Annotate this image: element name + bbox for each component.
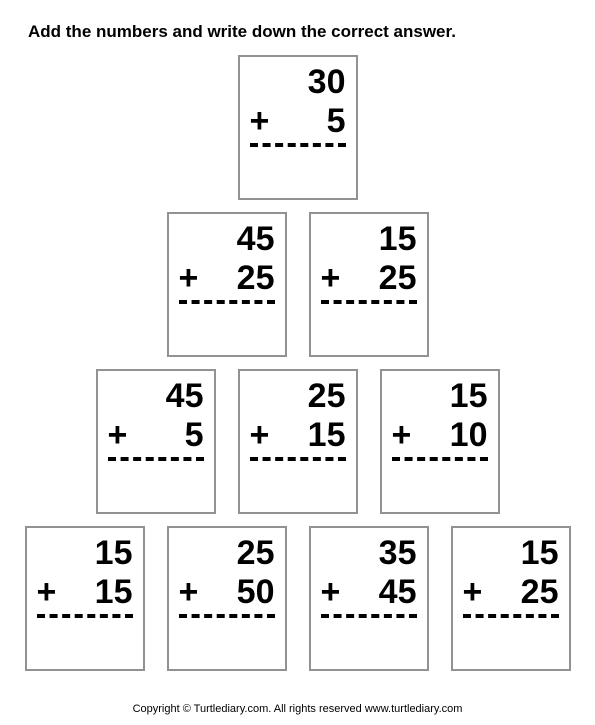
addition-problem: 15+10 [380,369,500,514]
addend-top: 15 [392,377,488,416]
addend-bottom: 15 [269,416,345,455]
addition-problem: 15+25 [451,526,571,671]
addend-bottom-line: +25 [179,259,275,298]
addend-bottom: 5 [127,416,203,455]
answer-line [179,614,275,618]
footer-copyright: Copyright © Turtlediary.com. All rights … [0,703,595,715]
addend-top: 45 [179,220,275,259]
pyramid-row: 45+2515+25 [0,212,595,357]
addition-problem: 25+50 [167,526,287,671]
addend-bottom: 50 [198,573,274,612]
addend-bottom: 25 [482,573,558,612]
operator: + [463,573,483,612]
answer-line [463,614,559,618]
operator: + [321,259,341,298]
operator: + [392,416,412,455]
addend-top: 25 [179,534,275,573]
operator: + [37,573,57,612]
answer-line [108,457,204,461]
addend-bottom: 5 [269,102,345,141]
addend-top: 15 [463,534,559,573]
addend-bottom-line: +25 [463,573,559,612]
addition-problem: 15+15 [25,526,145,671]
answer-line [37,614,133,618]
operator: + [321,573,341,612]
answer-line [321,300,417,304]
addend-bottom-line: +15 [37,573,133,612]
pyramid-row: 30+5 [0,55,595,200]
pyramid-row: 45+525+1515+10 [0,369,595,514]
answer-line [250,457,346,461]
addition-problem: 30+5 [238,55,358,200]
addend-bottom: 10 [411,416,487,455]
addend-bottom-line: +10 [392,416,488,455]
addend-bottom-line: +45 [321,573,417,612]
addition-problem: 45+25 [167,212,287,357]
answer-line [250,143,346,147]
answer-line [179,300,275,304]
addend-bottom-line: +25 [321,259,417,298]
addend-bottom-line: +5 [250,102,346,141]
addition-problem: 15+25 [309,212,429,357]
instruction-text: Add the numbers and write down the corre… [28,22,456,42]
addend-top: 35 [321,534,417,573]
addition-problem: 45+5 [96,369,216,514]
operator: + [250,102,270,141]
operator: + [250,416,270,455]
answer-line [321,614,417,618]
addend-top: 45 [108,377,204,416]
operator: + [179,573,199,612]
addend-bottom-line: +50 [179,573,275,612]
addend-bottom: 25 [340,259,416,298]
addend-bottom: 45 [340,573,416,612]
addend-top: 15 [321,220,417,259]
addend-bottom: 25 [198,259,274,298]
operator: + [179,259,199,298]
addend-top: 30 [250,63,346,102]
addend-top: 15 [37,534,133,573]
addend-bottom-line: +5 [108,416,204,455]
addition-problem: 25+15 [238,369,358,514]
addition-problem: 35+45 [309,526,429,671]
addend-bottom-line: +15 [250,416,346,455]
pyramid-row: 15+1525+5035+4515+25 [0,526,595,671]
addend-top: 25 [250,377,346,416]
addend-bottom: 15 [56,573,132,612]
answer-line [392,457,488,461]
operator: + [108,416,128,455]
problem-pyramid: 30+545+2515+2545+525+1515+1015+1525+5035… [0,55,595,683]
